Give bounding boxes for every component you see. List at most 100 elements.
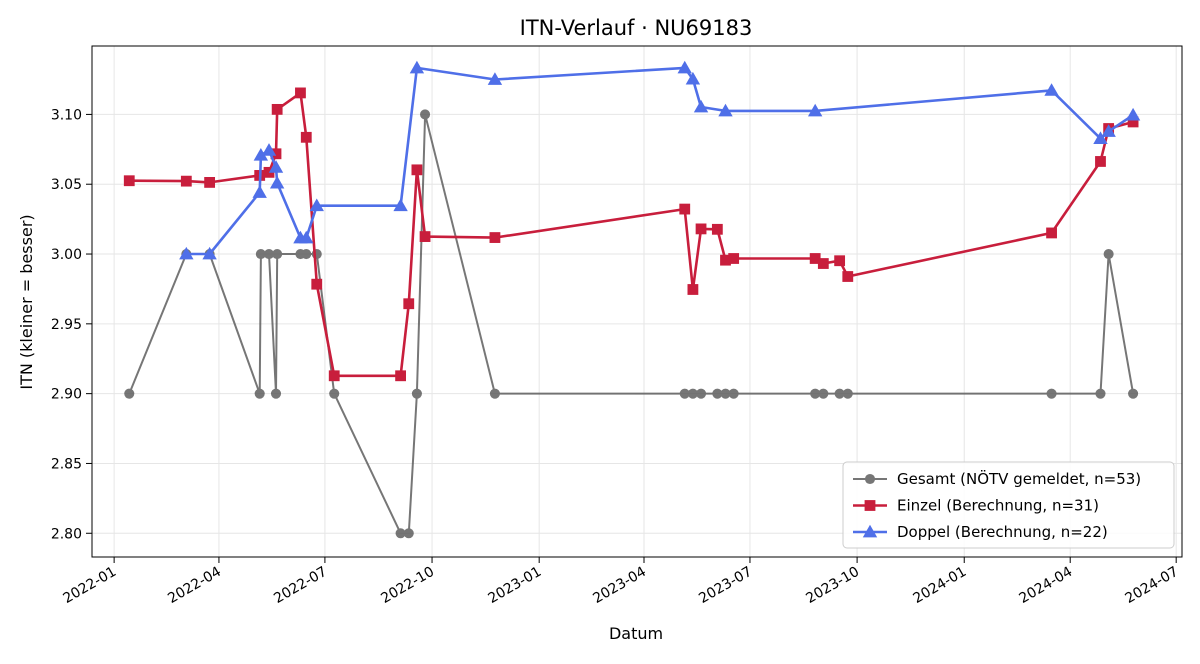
legend-label: Einzel (Berechnung, n=31) — [897, 497, 1099, 515]
data-point — [411, 388, 422, 399]
data-point — [1103, 248, 1114, 260]
data-point — [1046, 227, 1057, 239]
y-tick-label: 3.00 — [51, 247, 82, 263]
legend-entry — [853, 500, 887, 511]
x-tick-label: 2024-07 — [1123, 564, 1182, 607]
data-point — [685, 71, 701, 85]
data-point — [179, 246, 194, 260]
data-point — [842, 388, 853, 399]
data-point — [1095, 156, 1106, 167]
x-tick-label: 2022-10 — [378, 564, 437, 607]
x-tick-label: 2022-04 — [165, 564, 224, 607]
data-point — [1095, 388, 1106, 399]
data-point — [269, 175, 285, 189]
legend-marker — [864, 500, 876, 511]
x-tick-label: 2024-01 — [911, 564, 970, 607]
legend: Gesamt (NÖTV gemeldet, n=53) Einzel (Bere… — [842, 461, 1175, 549]
legend-label: Gesamt (NÖTV gemeldet, n=53) — [897, 469, 1141, 488]
legend-marker — [864, 473, 876, 485]
x-tick-label: 2023-04 — [590, 564, 649, 607]
data-point — [720, 388, 731, 399]
series-line — [129, 91, 1134, 378]
plot-frame — [91, 45, 1183, 558]
data-point — [489, 388, 500, 399]
data-point — [329, 388, 340, 399]
y-axis-label: ITN (kleiner = besser) — [17, 214, 36, 389]
data-point — [1128, 388, 1139, 399]
y-tick-label: 2.85 — [51, 456, 82, 472]
data-point — [487, 72, 503, 85]
data-point — [420, 109, 431, 120]
x-tick-label: 2024-04 — [1017, 564, 1076, 607]
data-point — [270, 148, 282, 160]
data-point — [728, 253, 740, 264]
data-point — [687, 284, 699, 295]
data-point — [124, 388, 135, 399]
data-point — [679, 203, 691, 215]
y-tick-label: 3.10 — [51, 107, 82, 123]
legend-entry — [853, 524, 887, 538]
data-point — [180, 175, 192, 187]
x-tick-label: 2022-07 — [271, 564, 330, 607]
data-point — [123, 175, 135, 187]
data-point — [807, 103, 823, 117]
legend-box — [842, 461, 1175, 549]
data-point — [295, 87, 306, 99]
data-point — [253, 147, 269, 161]
y-tick-label: 3.05 — [51, 177, 82, 193]
data-point — [696, 388, 707, 399]
data-point — [411, 164, 423, 176]
x-tick-label: 2023-01 — [486, 564, 545, 607]
data-point — [712, 388, 723, 399]
series-line — [186, 66, 1134, 256]
data-point — [1093, 131, 1108, 144]
data-point — [403, 298, 415, 310]
data-point — [263, 248, 275, 260]
data-point — [1046, 388, 1057, 399]
data-point — [299, 230, 314, 244]
data-point — [261, 143, 277, 156]
x-axis: 2022-01 2022-04 2022-07 2022-10 2023-01 2023-… — [60, 557, 1181, 607]
data-point — [271, 103, 283, 115]
data-point — [328, 370, 340, 382]
data-point — [817, 258, 829, 269]
data-point — [254, 388, 265, 399]
data-point — [263, 166, 275, 178]
data-point — [393, 198, 408, 212]
data-point — [272, 248, 283, 260]
data-point — [677, 60, 692, 74]
data-point — [718, 103, 733, 117]
x-axis-label: Datum — [609, 624, 663, 643]
series-layer — [123, 60, 1141, 539]
data-point — [403, 528, 414, 539]
data-point — [695, 223, 707, 235]
data-point — [1125, 107, 1141, 121]
data-point — [842, 271, 854, 282]
data-point — [395, 528, 406, 539]
x-tick-label: 2022-01 — [60, 564, 119, 607]
data-point — [1127, 116, 1139, 128]
x-tick-label: 2023-07 — [696, 564, 755, 607]
data-point — [270, 388, 282, 399]
data-point — [311, 278, 323, 290]
data-point — [252, 185, 267, 198]
legend-label: Doppel (Berechnung, n=22) — [897, 523, 1108, 541]
data-point — [395, 370, 407, 382]
y-tick-label: 2.90 — [51, 387, 82, 403]
data-point — [693, 99, 709, 113]
data-point — [268, 160, 284, 173]
data-point — [834, 388, 845, 399]
y-tick-label: 2.80 — [51, 526, 82, 542]
chart-title: ITN-Verlauf · NU69183 — [520, 16, 753, 40]
data-point — [204, 177, 216, 188]
legend-entry — [853, 473, 887, 485]
data-point — [687, 388, 698, 399]
series-square — [123, 87, 1139, 382]
data-point — [300, 131, 312, 143]
data-point — [489, 232, 501, 243]
data-point — [728, 388, 739, 399]
data-point — [679, 388, 690, 399]
series-triangle — [179, 60, 1141, 260]
